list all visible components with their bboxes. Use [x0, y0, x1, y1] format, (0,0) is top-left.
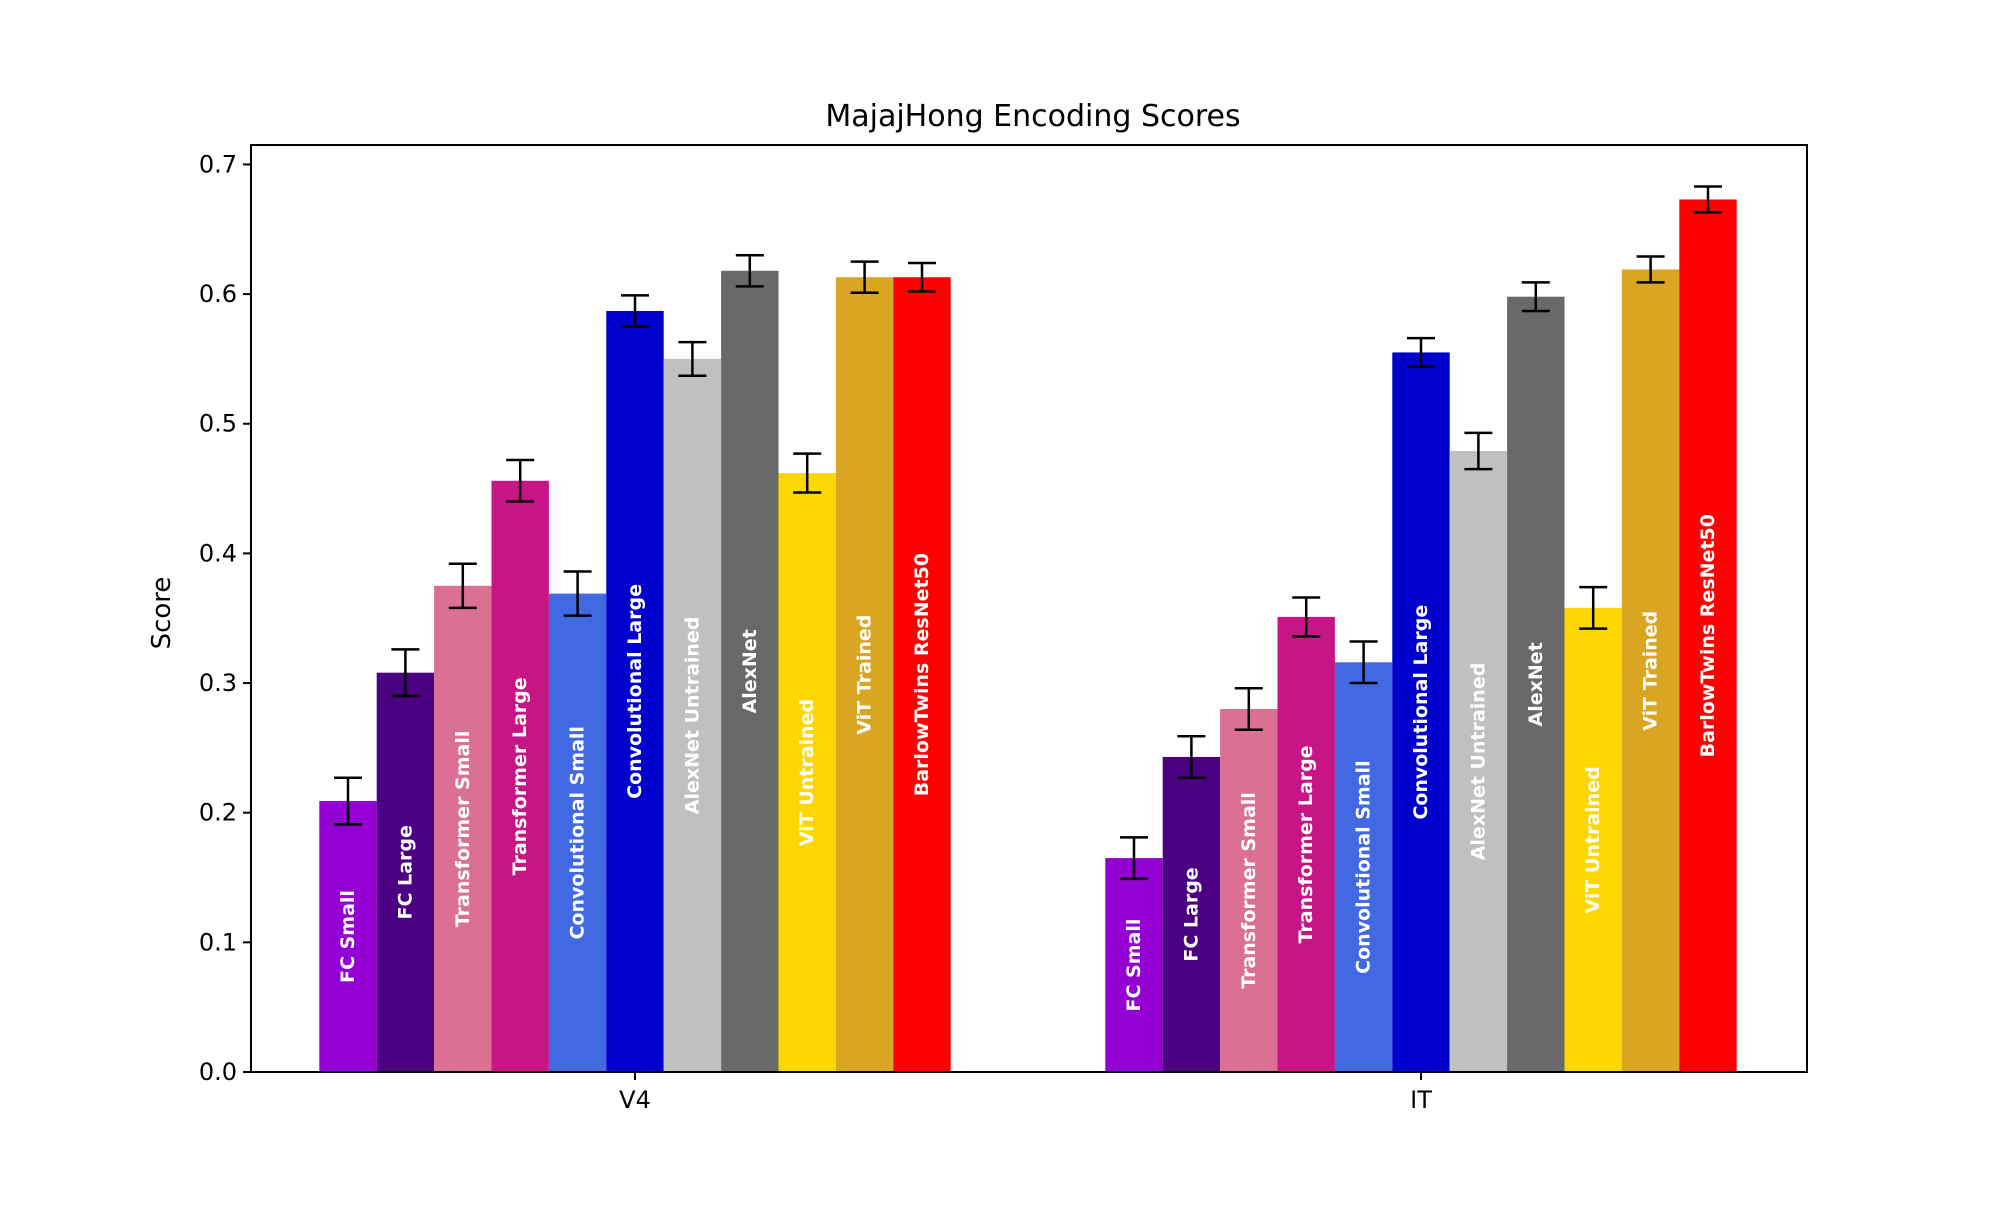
bar [721, 270, 779, 1072]
bar [491, 480, 549, 1072]
bar [1220, 708, 1278, 1072]
bar-label: Transformer Large [509, 677, 531, 875]
bar-label: Convolutional Large [1410, 605, 1432, 820]
bar-label: BarlowTwins ResNet50 [911, 553, 933, 796]
bar [893, 277, 951, 1072]
y-tick-label: 0.3 [199, 669, 237, 697]
bar-label: AlexNet Untrained [1467, 663, 1489, 861]
bar [835, 277, 894, 1072]
bar-label: AlexNet [1525, 642, 1547, 726]
bar-label: FC Large [1180, 867, 1202, 961]
y-tick-label: 0.1 [199, 928, 237, 956]
y-tick-label: 0.6 [199, 280, 237, 308]
bar-label: Convolutional Small [567, 726, 589, 939]
bar [376, 672, 435, 1072]
x-tick-label: V4 [619, 1086, 651, 1114]
bar-label: Convolutional Small [1353, 760, 1375, 973]
bar-label: FC Small [337, 890, 359, 983]
y-tick-label: 0.5 [199, 410, 237, 438]
plot-area: FC Small FC Small FC Large FC Large Transfor… [199, 144, 1808, 1114]
bar-label: AlexNet [739, 629, 761, 713]
y-axis-label: Score [147, 577, 177, 650]
bar [1392, 352, 1450, 1072]
y-tick-label: 0.2 [199, 799, 237, 827]
bar [1507, 296, 1565, 1072]
bar-label: Transformer Small [1238, 792, 1260, 989]
bar-label: Transformer Small [452, 731, 474, 928]
bar-label: ViT Trained [1640, 611, 1662, 731]
bar [1277, 616, 1335, 1072]
bar [1105, 858, 1163, 1072]
bar [1679, 199, 1737, 1073]
bar-label: ViT Untrained [796, 699, 818, 846]
bar [1449, 450, 1508, 1072]
axes-frame [250, 144, 1808, 1073]
bar-label: AlexNet Untrained [681, 617, 703, 815]
bar [778, 473, 836, 1072]
y-tick-label: 0.0 [199, 1058, 237, 1086]
bar-label: FC Large [394, 825, 416, 919]
bar-label: Transformer Large [1295, 745, 1317, 943]
chart-title: MajajHong Encoding Scores [825, 99, 1240, 134]
bar-label: BarlowTwins ResNet50 [1697, 514, 1719, 757]
y-tick-label: 0.4 [199, 539, 237, 567]
x-tick-label: IT [1410, 1086, 1432, 1114]
bar-label: Convolutional Large [624, 584, 646, 799]
bar [548, 593, 607, 1072]
bar [1621, 269, 1680, 1072]
bar [319, 801, 377, 1072]
bar [1564, 607, 1622, 1072]
bar [606, 310, 664, 1072]
bar [663, 358, 722, 1072]
bar [1334, 662, 1393, 1072]
bar-label: FC Small [1123, 919, 1145, 1012]
bar [434, 585, 492, 1072]
bar-label: ViT Trained [854, 615, 876, 735]
bar-label: ViT Untrained [1582, 766, 1604, 913]
bar [1162, 756, 1221, 1072]
y-tick-label: 0.7 [199, 150, 237, 178]
